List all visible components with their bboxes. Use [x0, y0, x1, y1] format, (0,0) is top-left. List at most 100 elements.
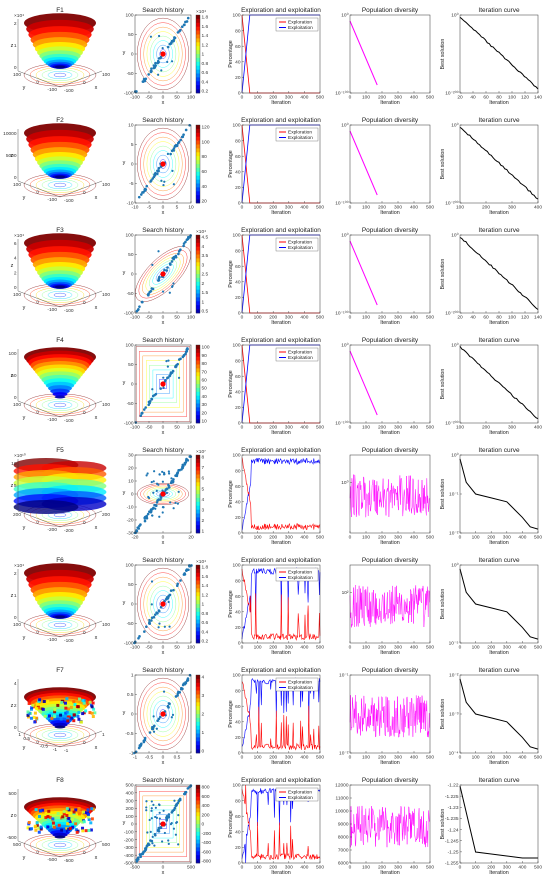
history-point — [170, 371, 174, 374]
contour-line — [140, 22, 186, 86]
contour-line — [156, 374, 170, 394]
colorbar-tick: 0.8 — [202, 611, 209, 617]
y-tick-label: 8000 — [338, 835, 349, 841]
surface-patch — [78, 697, 82, 701]
history-point — [145, 625, 148, 628]
history-point — [137, 308, 140, 311]
contour-line — [143, 576, 183, 632]
contour-line — [146, 141, 180, 187]
iteration-curve-panel: Iteration curve 100 200 300 400 10⁰ 10⁻²⁰⁰ Iter… — [440, 117, 542, 216]
x-tick-label: 300 — [394, 315, 402, 321]
colorbar-cell — [196, 407, 200, 412]
history-point — [151, 725, 154, 729]
colorbar-tick: 0.6 — [202, 620, 209, 626]
x-tick-label: -100 — [130, 315, 140, 321]
surface-patch — [59, 713, 63, 717]
history-point — [144, 406, 147, 409]
x-axis — [59, 180, 103, 198]
colorbar-tick: 6 — [202, 476, 205, 482]
surface-patch — [35, 707, 39, 711]
y-tick-label: 20 — [235, 735, 241, 741]
y-tick-label: 60 — [235, 44, 241, 50]
colorbar-cell — [196, 50, 200, 55]
colorbar-cell — [196, 281, 200, 286]
colorbar-cell — [196, 364, 200, 369]
contour-line — [152, 263, 174, 285]
x-tick-label: 40 — [470, 95, 476, 101]
y-tick-label: 10⁰ — [451, 343, 458, 349]
x-tick-label: 0 — [83, 410, 86, 416]
contour-line — [146, 31, 180, 77]
colorbar-cell — [196, 352, 200, 357]
history-point — [177, 140, 181, 144]
y-tick-label: 60 — [235, 264, 241, 270]
contour-line — [159, 49, 167, 59]
legend-exploration: Exploration — [288, 130, 312, 136]
z-exponent: ×10⁴ — [14, 233, 24, 239]
y-tick-label: -1 — [53, 747, 58, 753]
y-tick-label: -10 — [127, 201, 134, 207]
colorbar-cell — [196, 505, 200, 510]
contour-line — [142, 355, 184, 413]
surface-band — [54, 725, 66, 729]
x-axis — [59, 400, 103, 418]
colorbar-tick: 100 — [202, 345, 210, 351]
y-tick-label: 100 — [232, 123, 240, 129]
surface-patch — [42, 700, 46, 704]
colorbar-cell — [196, 851, 200, 856]
legend-box — [275, 17, 319, 32]
surface-band — [54, 175, 66, 179]
curve-x-label: Iteration — [489, 430, 508, 436]
y-tick-label: 10⁻¹⁰⁰ — [335, 201, 348, 207]
colorbar-cell — [196, 698, 200, 703]
x-tick-label: 20 — [457, 95, 463, 101]
colorbar-cell — [196, 285, 200, 290]
history-point — [167, 600, 170, 604]
y-tick-label: 9000 — [338, 822, 349, 828]
colorbar-cell — [196, 136, 200, 141]
x-tick-label: 300 — [285, 645, 293, 651]
curve-y-label: Best solution — [440, 479, 446, 510]
colorbar-cell — [196, 270, 200, 275]
history-point — [150, 67, 153, 70]
x-tick-label: 200 — [487, 865, 495, 871]
colorbar-cell — [196, 195, 200, 200]
x-tick-label: -50 — [146, 315, 153, 321]
exploration-title: Exploration and exploitation — [241, 667, 321, 674]
contour-line — [155, 266, 171, 282]
surface-patch — [65, 827, 69, 831]
x-axis — [59, 730, 103, 748]
surface-band — [54, 65, 66, 69]
x-tick-label: 5 — [176, 205, 179, 211]
floor-contour — [53, 732, 67, 738]
y-tick-label: 0 — [36, 190, 39, 196]
contour-line — [149, 145, 177, 183]
colorbar-cell — [196, 69, 200, 74]
colorbar-tick: 1.2 — [202, 42, 209, 48]
history-title: Search history — [142, 447, 184, 454]
surface-band — [54, 835, 66, 839]
surface-title: F8 — [56, 777, 64, 784]
history-point — [155, 611, 158, 614]
axes-frame — [459, 564, 539, 644]
floor-contour — [47, 731, 73, 739]
y-tick-label: 7000 — [338, 848, 349, 854]
y-tick-label: 0 — [36, 740, 39, 746]
x-tick-label: 400 — [518, 645, 526, 651]
iteration-curve-panel: Iteration curve 20 40 60 80 100 120 140 10⁰ 10⁻²⁰… — [440, 227, 542, 326]
surface-patch — [77, 717, 81, 721]
history-y-label: y — [123, 160, 126, 166]
history-point — [157, 803, 161, 806]
legend-box — [275, 567, 319, 582]
surface-patch — [60, 701, 64, 705]
legend-exploration: Exploration — [288, 790, 312, 796]
legend-box — [275, 677, 319, 692]
diversity-panel: Population diversity 0 100 200 300 400 500 10⁰ 1… — [335, 117, 434, 216]
y-tick-label: 40 — [235, 390, 241, 396]
y-tick-label: 80 — [235, 578, 241, 584]
history-point — [170, 477, 173, 480]
colorbar-cell — [196, 376, 200, 381]
z-tick-label: -500 — [7, 835, 17, 841]
surface-patch — [35, 716, 39, 720]
